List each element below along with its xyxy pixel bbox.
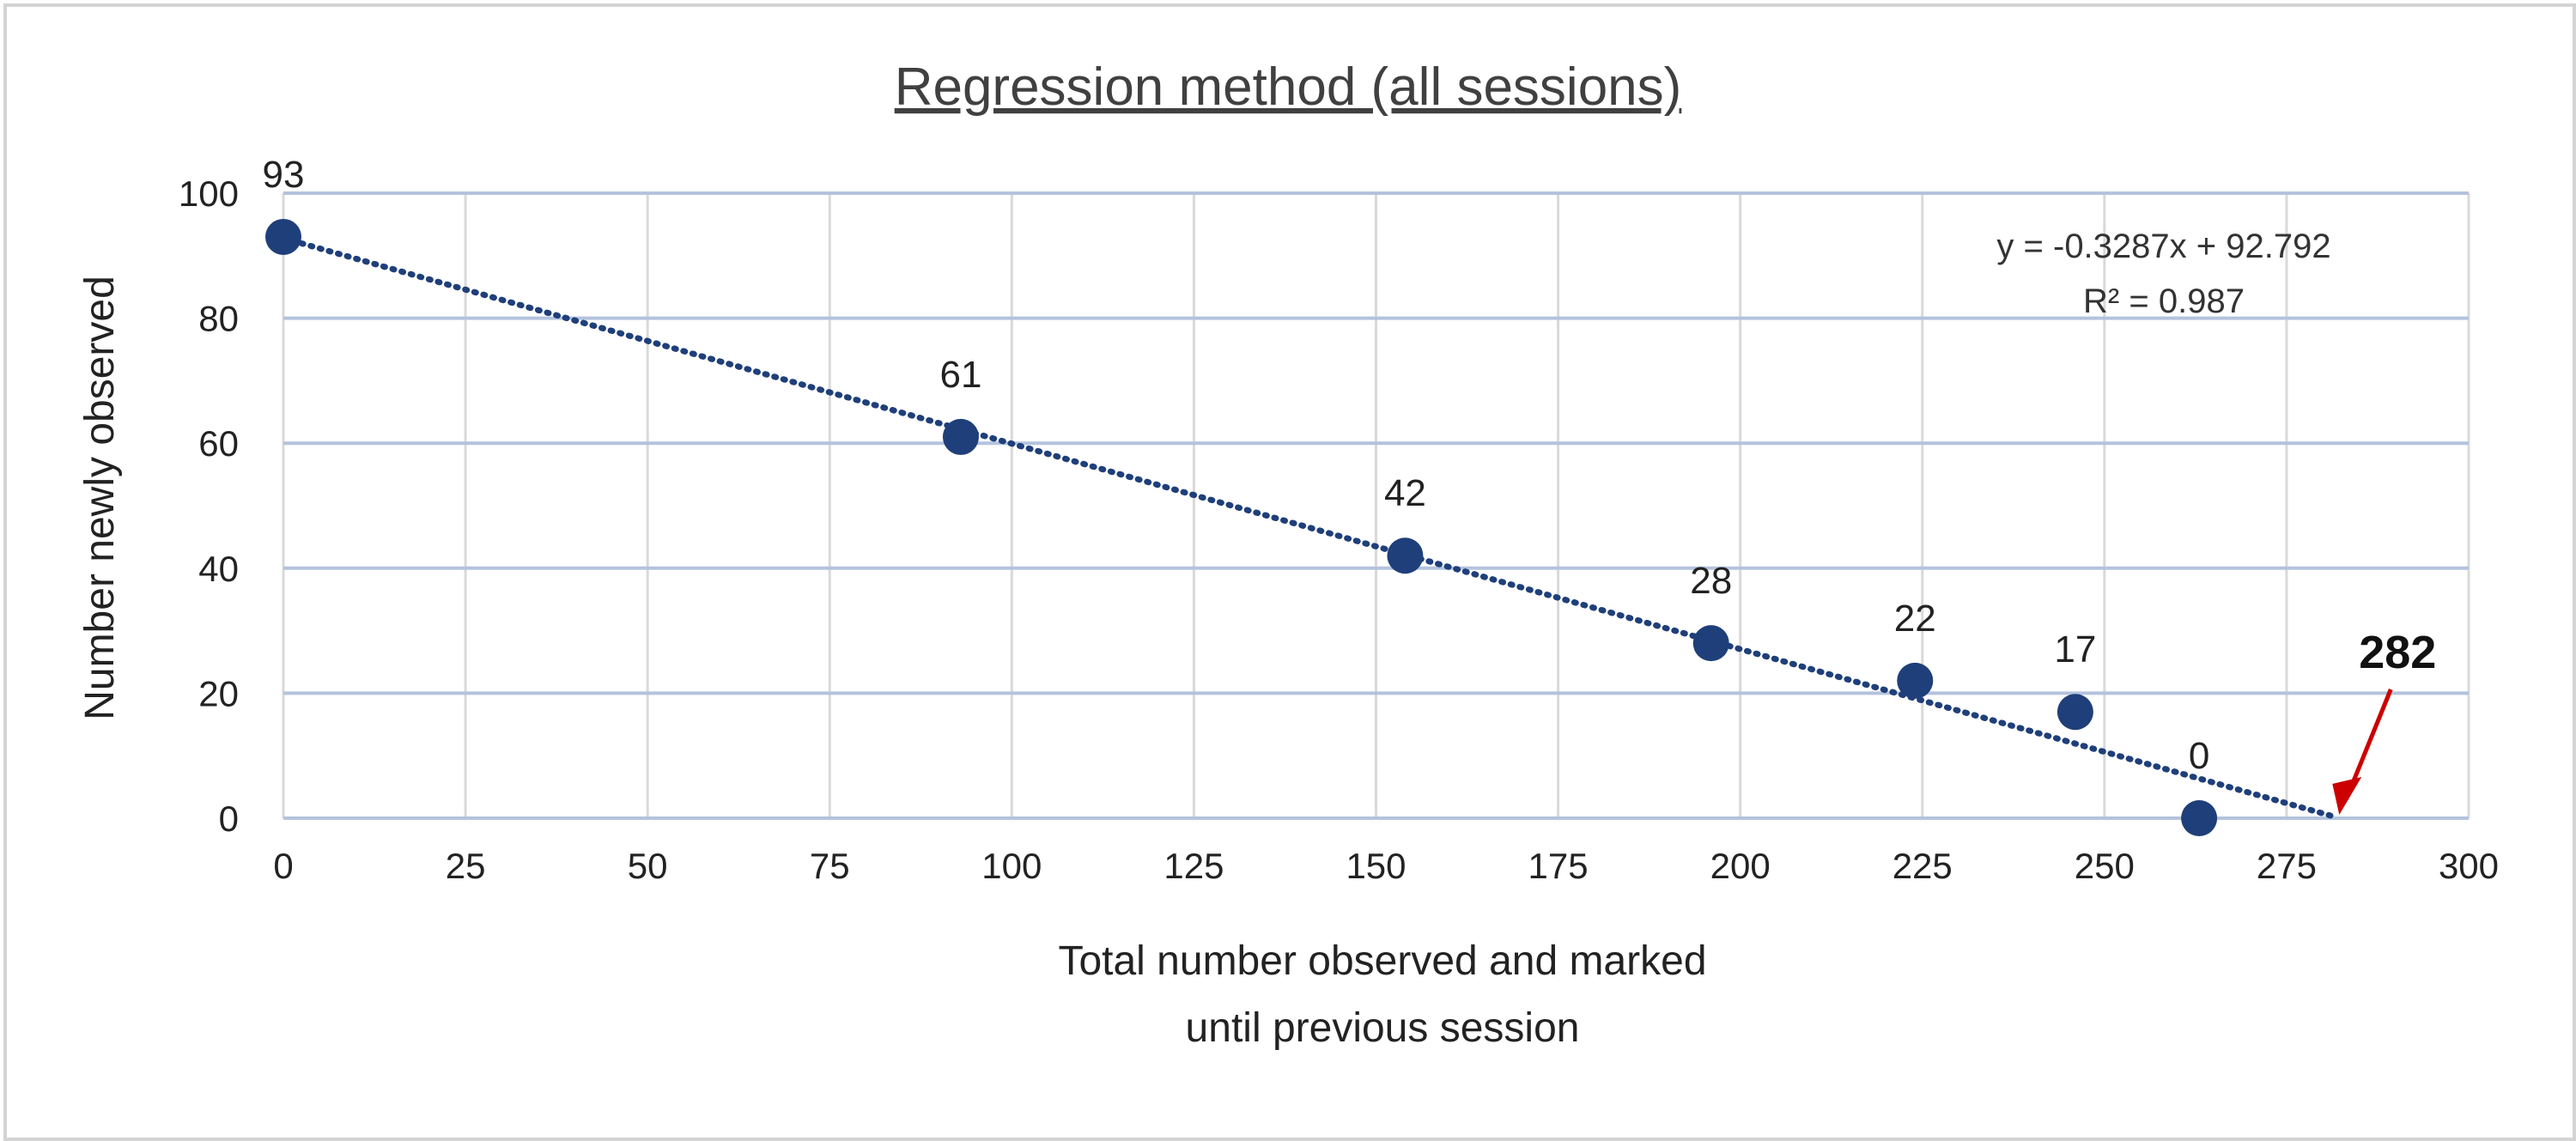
chart-title: Regression method (all sessions) [895, 58, 1682, 117]
trendline [280, 234, 2341, 821]
annotation-arrowhead [2332, 777, 2362, 815]
x-tick-label: 150 [1346, 846, 1406, 886]
data-label: 28 [1690, 560, 1732, 602]
data-point [2057, 694, 2093, 731]
x-tick-label: 75 [810, 846, 850, 886]
annotation-group: 282 [2332, 627, 2436, 815]
data-point [1387, 537, 1424, 574]
y-tick-label: 100 [179, 173, 239, 214]
x-tick-label: 225 [1893, 846, 1953, 886]
x-tick-label: 25 [446, 846, 486, 886]
data-point [265, 218, 301, 255]
x-tick-label: 300 [2439, 846, 2499, 886]
annotation-label: 282 [2359, 627, 2436, 678]
y-tick-label: 80 [198, 299, 239, 339]
y-axis-label: Number newly observed [77, 276, 123, 720]
x-tick-label: 100 [981, 846, 1042, 886]
trendline-group [280, 234, 2341, 821]
x-tick-label: 125 [1163, 846, 1224, 886]
data-label: 42 [1384, 472, 1426, 514]
data-point [2181, 800, 2218, 836]
y-tick-label: 0 [219, 798, 239, 839]
x-tick-label: 200 [1710, 846, 1771, 886]
trendline-r-squared: R² = 0.987 [2083, 282, 2245, 320]
x-tick-label: 175 [1528, 846, 1589, 886]
y-tick-label: 40 [198, 549, 239, 589]
x-axis-label-line-2: until previous session [1186, 1005, 1580, 1051]
data-point [1692, 625, 1729, 662]
x-tick-label: 250 [2075, 846, 2135, 886]
y-tick-label: 60 [198, 423, 239, 464]
data-label: 61 [939, 354, 981, 396]
data-point [1897, 662, 1934, 699]
grid [282, 191, 2470, 820]
data-points [265, 218, 2218, 836]
data-label: 0 [2189, 735, 2209, 777]
tick-labels: 0 25 50 75 100 125 150 175 200 225 250 275 300 0 20 40 6… [179, 173, 2499, 886]
y-tick-label: 20 [198, 673, 239, 713]
data-point [942, 418, 979, 455]
x-tick-label: 50 [628, 846, 668, 886]
data-labels: 93 61 42 28 22 17 0 [263, 154, 2210, 777]
trendline-equation: y = -0.3287x + 92.792 [1996, 228, 2330, 265]
x-axis-label-line-1: Total number observed and marked [1058, 938, 1706, 984]
data-label: 17 [2054, 628, 2096, 671]
data-label: 22 [1894, 598, 1936, 640]
x-tick-label: 275 [2257, 846, 2317, 886]
x-tick-label: 0 [273, 846, 293, 886]
data-label: 93 [263, 154, 305, 196]
